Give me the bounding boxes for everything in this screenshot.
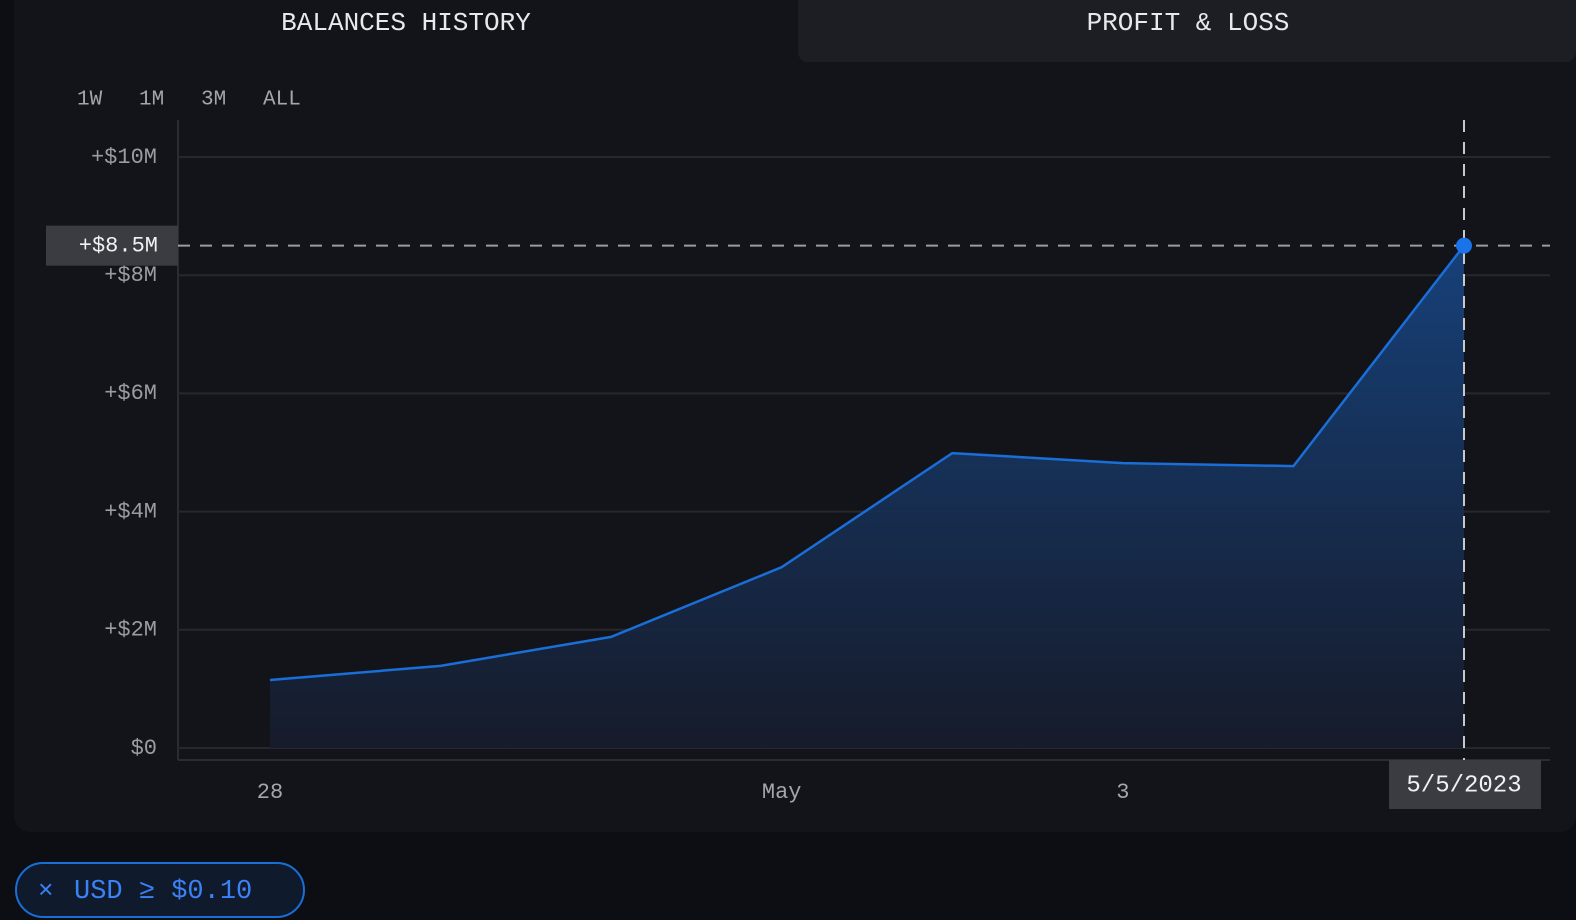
tab[interactable]: BALANCES HISTORY (281, 8, 531, 38)
range-button[interactable]: 3M (201, 89, 226, 112)
range-button[interactable]: 1W (77, 89, 103, 112)
tab-bg[interactable] (798, 0, 1576, 62)
y-tick-label: +$6M (104, 381, 157, 406)
close-icon[interactable]: × (38, 876, 54, 906)
crosshair-y-label: +$8.5M (79, 233, 158, 258)
range-button[interactable]: ALL (263, 89, 301, 112)
x-tick-label: May (762, 780, 802, 805)
area-fill (270, 245, 1464, 748)
x-tick-label: 28 (257, 780, 283, 805)
y-tick-label: +$8M (104, 263, 157, 288)
y-tick-label: +$2M (104, 618, 157, 643)
y-tick-label: +$4M (104, 499, 157, 524)
crosshair-x-label: 5/5/2023 (1406, 772, 1521, 799)
hover-point (1456, 237, 1472, 254)
y-tick-label: +$10M (91, 145, 157, 170)
area-line (269, 244, 1465, 682)
filter-chip[interactable] (15, 862, 305, 918)
range-button[interactable]: 1M (139, 89, 164, 112)
crosshair-y-box (46, 225, 178, 266)
filter-label: USD ≥ $0.10 (74, 877, 252, 907)
x-tick-label: 3 (1116, 780, 1129, 805)
y-tick-label: $0 (131, 736, 157, 761)
tab[interactable]: PROFIT & LOSS (1087, 8, 1290, 38)
crosshair-x-box (1389, 760, 1541, 809)
